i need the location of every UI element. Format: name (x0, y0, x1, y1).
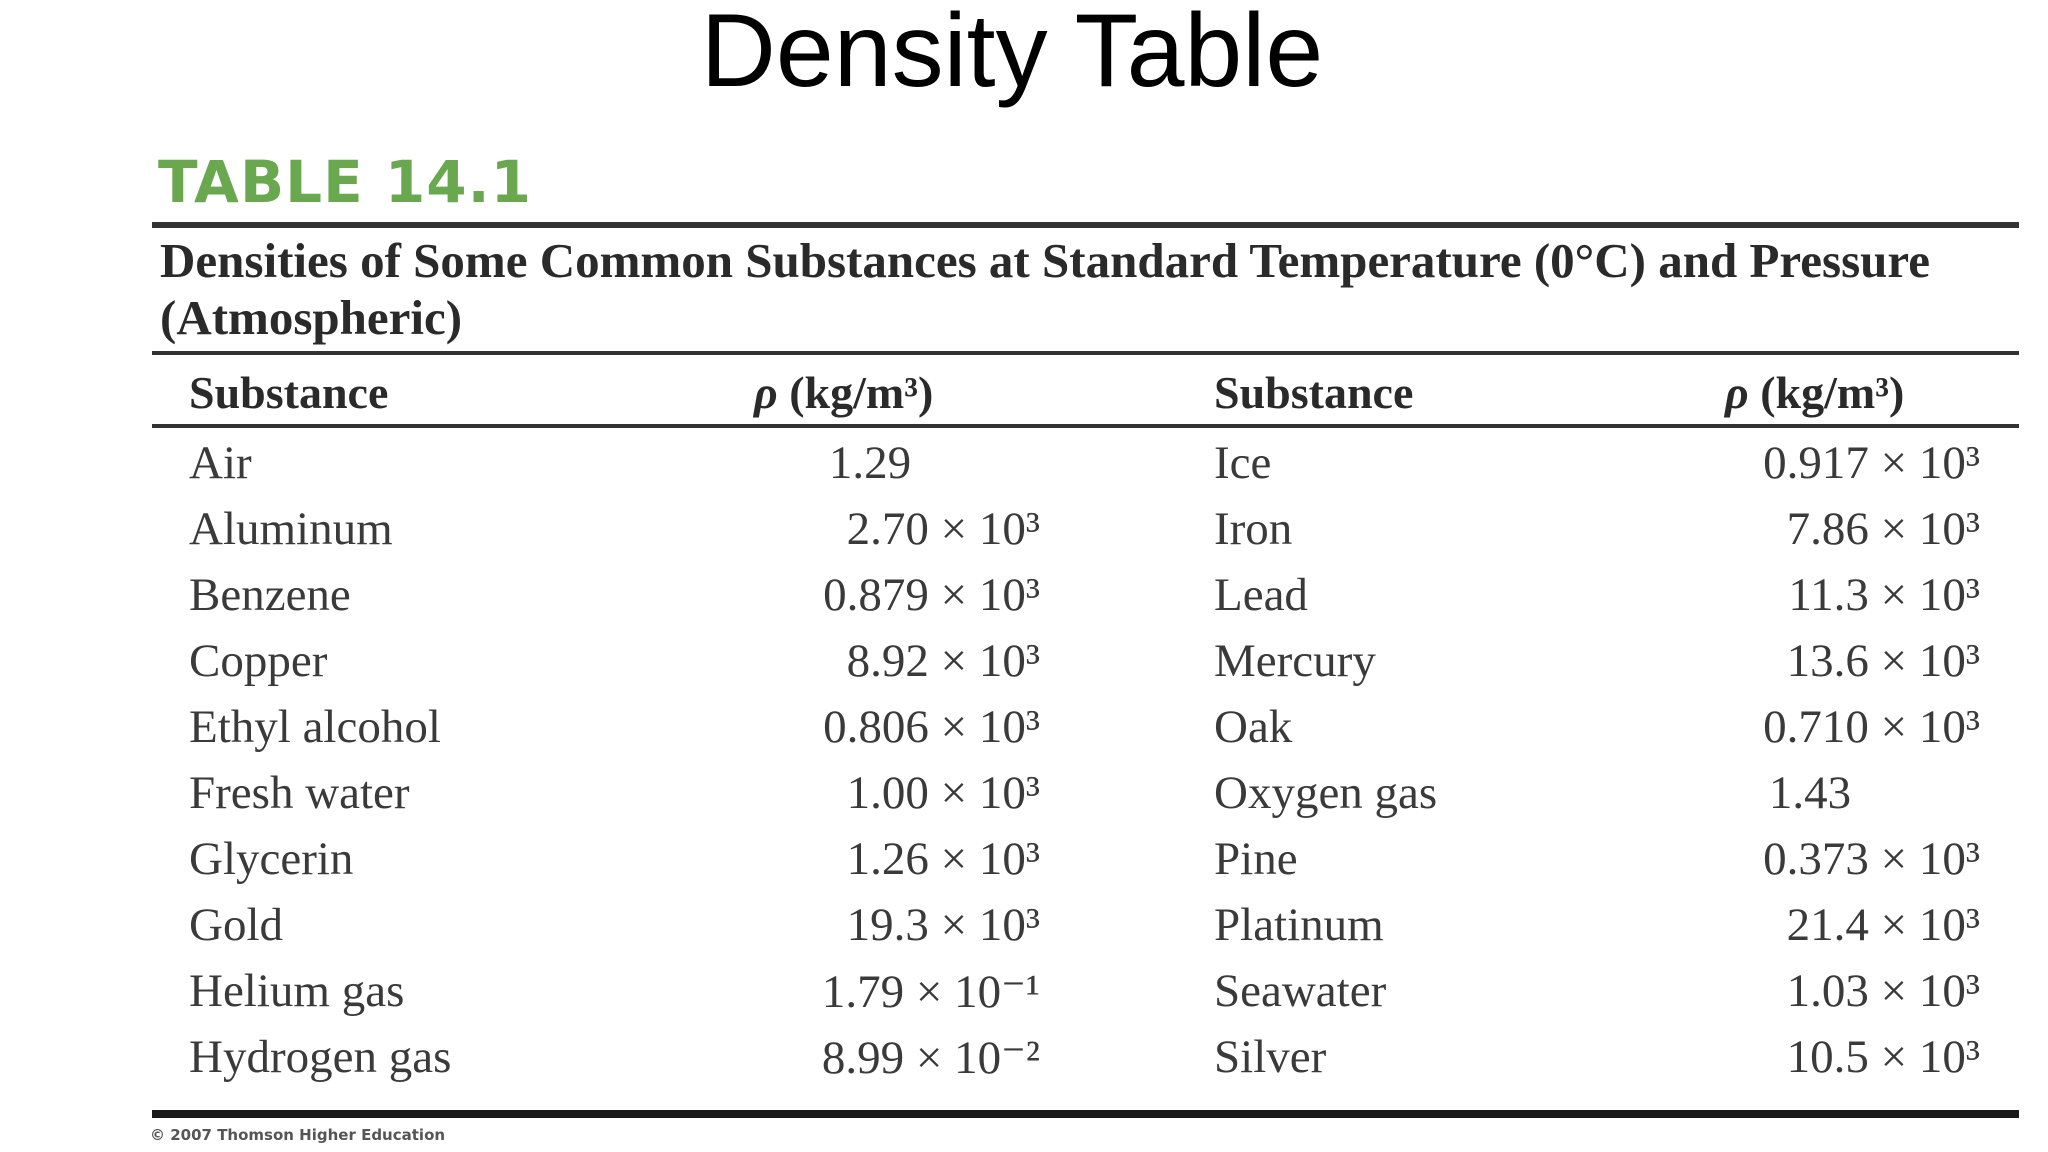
density-cell: 0.373 × 10³ (1763, 833, 1980, 885)
substance-cell: Gold (189, 899, 283, 951)
header-density-right: ρ (kg/m³) (1725, 366, 1904, 419)
header-rule (152, 424, 2019, 428)
density-cell: 0.710 × 10³ (1763, 701, 1980, 753)
substance-cell: Ice (1214, 437, 1272, 489)
substance-cell: Seawater (1214, 965, 1387, 1017)
density-unit: (kg/m³) (789, 367, 934, 418)
substance-cell: Platinum (1214, 899, 1384, 951)
substance-cell: Aluminum (189, 503, 393, 555)
density-cell: 13.6 × 10³ (1786, 635, 1980, 687)
density-unit: (kg/m³) (1760, 367, 1905, 418)
top-rule (152, 222, 2019, 228)
density-cell: 1.43 (1768, 767, 1852, 819)
bottom-rule (152, 1110, 2019, 1118)
density-cell: 10.5 × 10³ (1786, 1031, 1980, 1083)
density-cell: 1.03 × 10³ (1786, 965, 1980, 1017)
table-row: Benzene 0.879 × 10³ Lead 11.3 × 10³ (0, 568, 2048, 634)
substance-cell: Ethyl alcohol (189, 701, 441, 753)
density-cell: 8.99 × 10⁻² (821, 1032, 1040, 1084)
table-caption: Densities of Some Common Substances at S… (160, 233, 1931, 345)
substance-cell: Hydrogen gas (189, 1031, 452, 1083)
table-row: Helium gas 1.79 × 10⁻¹ Seawater 1.03 × 1… (0, 964, 2048, 1030)
table-row: Fresh water 1.00 × 10³ Oxygen gas 1.43 (0, 766, 2048, 832)
substance-cell: Mercury (1214, 635, 1376, 687)
header-substance-left: Substance (189, 367, 389, 418)
rho-symbol: ρ (1725, 367, 1749, 418)
density-cell: 1.00 × 10³ (846, 767, 1040, 819)
substance-cell: Glycerin (189, 833, 354, 885)
substance-cell: Pine (1214, 833, 1298, 885)
substance-cell: Copper (189, 635, 328, 687)
substance-cell: Benzene (189, 569, 351, 621)
density-cell: 1.26 × 10³ (846, 833, 1040, 885)
copyright-notice: © 2007 Thomson Higher Education (150, 1126, 446, 1144)
density-cell: 1.79 × 10⁻¹ (821, 966, 1040, 1018)
density-cell: 7.86 × 10³ (1786, 503, 1980, 555)
header-density-left: ρ (kg/m³) (754, 366, 933, 419)
substance-cell: Iron (1214, 503, 1293, 555)
substance-cell: Fresh water (189, 767, 410, 819)
slide-title: Density Table (700, 0, 1324, 109)
table-row: Air 1.29 Ice 0.917 × 10³ (0, 436, 2048, 502)
table-row: Hydrogen gas 8.99 × 10⁻² Silver 10.5 × 1… (0, 1030, 2048, 1096)
density-cell: 2.70 × 10³ (846, 503, 1040, 555)
density-cell: 0.917 × 10³ (1763, 437, 1980, 489)
substance-cell: Oxygen gas (1214, 767, 1438, 819)
substance-cell: Oak (1214, 701, 1293, 753)
density-cell: 21.4 × 10³ (1786, 899, 1980, 951)
table-row: Ethyl alcohol 0.806 × 10³ Oak 0.710 × 10… (0, 700, 2048, 766)
table-row: Copper 8.92 × 10³ Mercury 13.6 × 10³ (0, 634, 2048, 700)
table-body: Air 1.29 Ice 0.917 × 10³ Aluminum 2.70 ×… (0, 436, 2048, 1096)
density-cell: 0.806 × 10³ (823, 701, 1040, 753)
table-row: Aluminum 2.70 × 10³ Iron 7.86 × 10³ (0, 502, 2048, 568)
density-cell: 11.3 × 10³ (1788, 569, 1980, 621)
caption-rule (152, 351, 2019, 355)
substance-cell: Silver (1214, 1031, 1327, 1083)
rho-symbol: ρ (754, 367, 778, 418)
density-cell: 0.879 × 10³ (823, 569, 1040, 621)
substance-cell: Lead (1214, 569, 1308, 621)
substance-cell: Air (189, 437, 252, 489)
table-row: Gold 19.3 × 10³ Platinum 21.4 × 10³ (0, 898, 2048, 964)
header-substance-right: Substance (1214, 367, 1414, 418)
density-cell: 19.3 × 10³ (846, 899, 1040, 951)
substance-cell: Helium gas (189, 965, 405, 1017)
density-cell: 8.92 × 10³ (846, 635, 1040, 687)
table-row: Glycerin 1.26 × 10³ Pine 0.373 × 10³ (0, 832, 2048, 898)
table-number-label: TABLE 14.1 (158, 148, 533, 216)
density-cell: 1.29 (828, 437, 912, 489)
